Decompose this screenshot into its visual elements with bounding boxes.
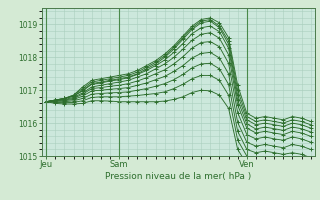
X-axis label: Pression niveau de la mer( hPa ): Pression niveau de la mer( hPa ) (105, 172, 252, 181)
